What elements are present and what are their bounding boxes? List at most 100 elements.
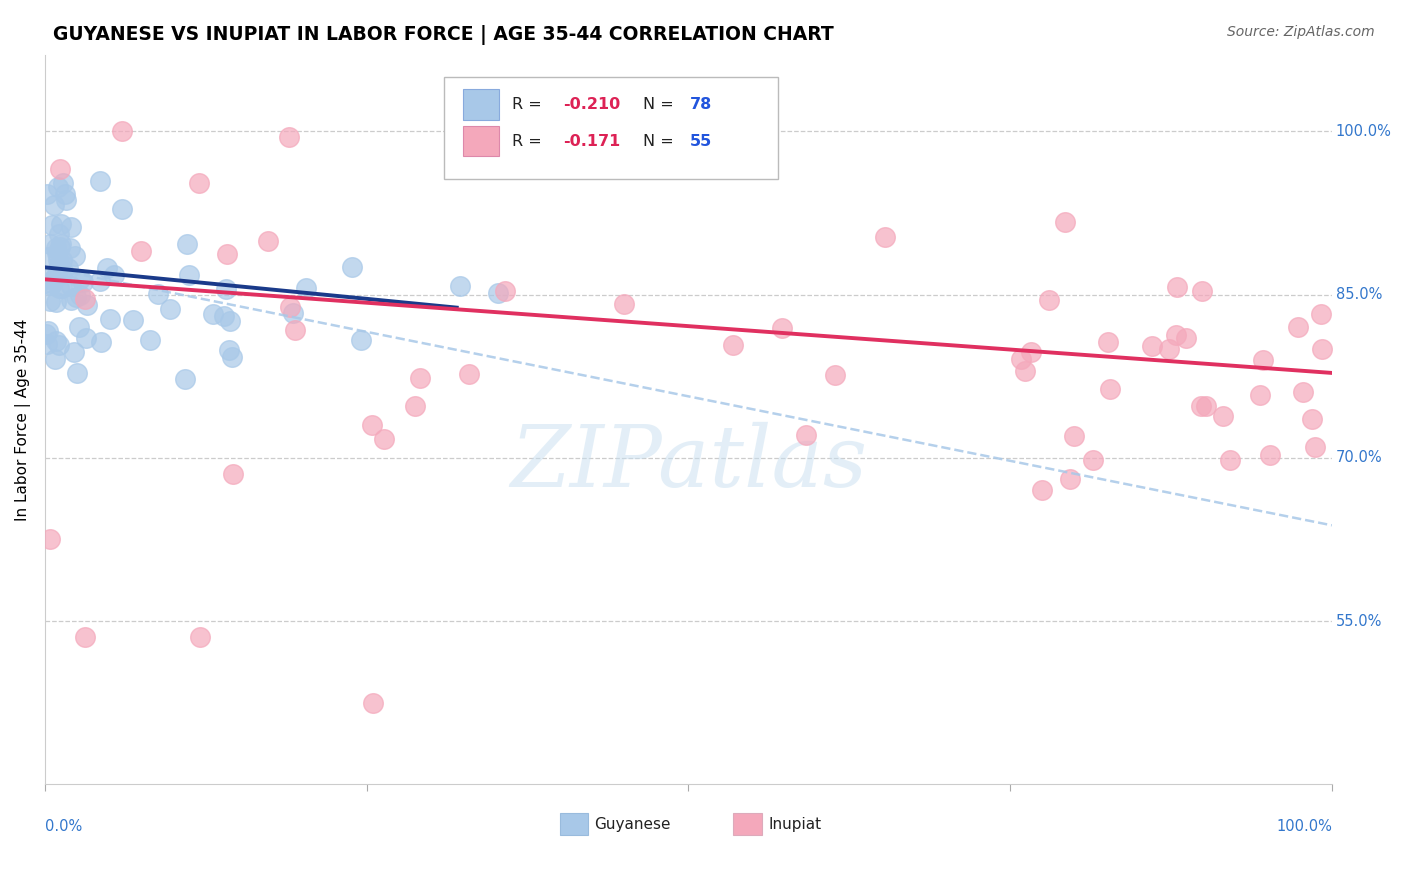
Point [148, 287, 170, 301]
Point [1191, 284, 1213, 298]
Bar [463, 126, 499, 156]
Point [1309, 307, 1331, 321]
Point [72, 276, 94, 290]
Point [215, 283, 238, 297]
Point [222, 467, 245, 482]
FancyBboxPatch shape [444, 77, 779, 179]
Point [201, 307, 224, 321]
Point [45, 241, 67, 255]
Point [875, 229, 897, 244]
Text: Inupiat: Inupiat [768, 817, 821, 832]
Point [96, 260, 118, 275]
Point [55, 193, 77, 207]
Point [69, 271, 91, 285]
Point [41, 277, 63, 291]
Point [1166, 280, 1188, 294]
Point [122, 312, 145, 326]
Point [188, 631, 211, 645]
Point [49, 240, 72, 254]
Point [218, 343, 240, 357]
Point [46, 246, 69, 260]
Point [65, 289, 87, 303]
Point [103, 268, 125, 282]
Text: GUYANESE VS INUPIAT IN LABOR FORCE | AGE 35-44 CORRELATION CHART: GUYANESE VS INUPIAT IN LABOR FORCE | AGE… [53, 25, 834, 45]
Point [409, 371, 432, 385]
Text: R =: R = [512, 97, 547, 112]
Text: N =: N = [644, 97, 679, 112]
Text: 78: 78 [690, 97, 711, 112]
Point [1031, 483, 1053, 498]
Point [46, 179, 69, 194]
Text: -0.171: -0.171 [564, 134, 621, 149]
Text: 70.0%: 70.0% [1336, 450, 1382, 466]
Point [1258, 448, 1281, 462]
Point [51, 252, 73, 267]
Point [58, 260, 80, 275]
Point [342, 260, 364, 274]
Y-axis label: In Labor Force | Age 35-44: In Labor Force | Age 35-44 [15, 318, 31, 521]
Point [159, 302, 181, 317]
Point [1019, 345, 1042, 359]
Point [278, 129, 301, 144]
Point [52, 264, 75, 278]
Point [49, 161, 72, 176]
Point [46, 268, 69, 283]
Point [281, 305, 304, 319]
Point [59, 219, 82, 234]
Point [179, 268, 201, 282]
Point [1292, 385, 1315, 400]
Point [45, 295, 67, 310]
Point [46, 261, 69, 276]
Point [1305, 440, 1327, 454]
Point [53, 187, 76, 202]
Text: 85.0%: 85.0% [1336, 287, 1382, 302]
Text: -0.210: -0.210 [564, 97, 621, 112]
Point [1286, 320, 1309, 334]
Point [39, 237, 62, 252]
Point [1212, 409, 1234, 423]
Point [41, 218, 63, 232]
Point [37, 324, 59, 338]
Point [42, 198, 65, 212]
Point [221, 350, 243, 364]
Point [35, 337, 58, 351]
Point [1097, 334, 1119, 349]
Point [38, 250, 60, 264]
Text: ZIPatlas: ZIPatlas [510, 422, 868, 505]
Point [73, 631, 96, 645]
Point [44, 270, 66, 285]
Bar [463, 89, 499, 120]
Point [73, 292, 96, 306]
Point [129, 244, 152, 259]
Point [51, 281, 73, 295]
Point [361, 696, 384, 710]
Point [35, 327, 58, 342]
Point [76, 298, 98, 312]
Point [63, 344, 86, 359]
Point [69, 287, 91, 301]
Text: 100.0%: 100.0% [1277, 820, 1331, 834]
Point [494, 284, 516, 298]
Point [770, 321, 793, 335]
Point [1175, 331, 1198, 345]
Point [1099, 383, 1122, 397]
Point [1140, 339, 1163, 353]
Text: N =: N = [644, 134, 679, 149]
Point [39, 533, 62, 547]
Point [111, 202, 134, 216]
Point [295, 281, 318, 295]
Point [48, 227, 70, 241]
Point [613, 297, 636, 311]
Point [35, 272, 58, 286]
Point [1219, 452, 1241, 467]
Point [1251, 353, 1274, 368]
Point [48, 258, 70, 272]
Point [1159, 342, 1181, 356]
Point [111, 124, 134, 138]
Point [39, 293, 62, 308]
Point [449, 278, 471, 293]
Point [1059, 472, 1081, 486]
Point [723, 338, 745, 352]
Text: 55.0%: 55.0% [1336, 614, 1382, 629]
Point [1310, 343, 1333, 357]
